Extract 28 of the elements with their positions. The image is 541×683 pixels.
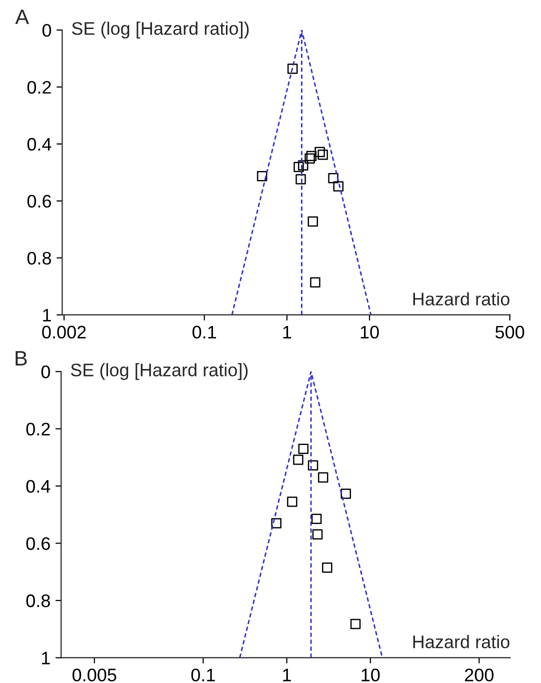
- x-axis-title: Hazard ratio: [413, 292, 510, 306]
- x-tick-label: 10: [360, 326, 379, 339]
- y-tick-label: 0.8: [27, 252, 52, 265]
- chart-title: B: [16, 351, 27, 366]
- y-axis-title: SE (log [Hazard ratio]): [72, 22, 249, 38]
- y-axis-title: SE (log [Hazard ratio]): [70, 363, 248, 380]
- y-tick-label: 0.2: [26, 422, 50, 436]
- chart-title: A: [15, 10, 30, 24]
- x-tick-label: 1: [283, 668, 291, 682]
- x-tick-label: 0.1: [192, 326, 216, 339]
- y-tick-label: 0.8: [26, 594, 50, 608]
- y-tick-label: 1: [43, 308, 51, 322]
- x-tick-label: 0.1: [191, 668, 215, 682]
- x-tick-label: 1: [283, 326, 292, 338]
- y-tick-label: 0.4: [26, 480, 50, 493]
- x-tick-label: 0.002: [42, 326, 86, 339]
- y-tick-label: 0.6: [26, 537, 50, 550]
- y-tick-label: 0.6: [27, 194, 52, 208]
- y-tick-label: 0: [42, 24, 52, 37]
- x-tick-label: 0.005: [72, 668, 116, 682]
- y-tick-label: 0.4: [27, 138, 52, 151]
- y-tick-label: 0: [41, 365, 50, 378]
- x-tick-label: 10: [362, 668, 380, 682]
- y-tick-label: 1: [42, 652, 50, 664]
- y-tick-label: 0.2: [27, 80, 51, 94]
- x-axis-title: Hazard ratio: [413, 635, 510, 648]
- x-tick-label: 500: [495, 326, 524, 339]
- x-tick-label: 200: [464, 668, 494, 682]
